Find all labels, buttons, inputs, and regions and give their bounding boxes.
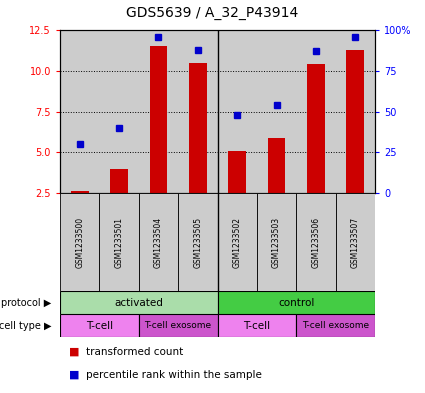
Text: cell type ▶: cell type ▶ — [0, 321, 51, 331]
Bar — [346, 50, 364, 193]
Bar — [99, 193, 139, 291]
Bar — [60, 291, 218, 314]
Text: control: control — [278, 298, 314, 308]
Bar — [71, 191, 88, 193]
Text: transformed count: transformed count — [85, 347, 183, 356]
Text: T-cell exosome: T-cell exosome — [302, 321, 369, 330]
Text: GSM1233505: GSM1233505 — [193, 217, 202, 268]
Text: T-cell exosome: T-cell exosome — [144, 321, 212, 330]
Text: GDS5639 / A_32_P43914: GDS5639 / A_32_P43914 — [126, 6, 299, 20]
Bar — [139, 193, 178, 291]
Text: GSM1233506: GSM1233506 — [312, 217, 320, 268]
Text: percentile rank within the sample: percentile rank within the sample — [85, 369, 261, 380]
Bar — [296, 193, 336, 291]
Text: T-cell: T-cell — [243, 321, 270, 331]
Bar — [139, 314, 218, 337]
Text: ■: ■ — [68, 347, 79, 356]
Text: GSM1233504: GSM1233504 — [154, 217, 163, 268]
Text: GSM1233501: GSM1233501 — [115, 217, 124, 268]
Bar — [228, 151, 246, 193]
Bar — [218, 314, 296, 337]
Bar — [60, 193, 99, 291]
Bar — [307, 64, 325, 193]
Bar — [178, 193, 218, 291]
Bar — [60, 314, 139, 337]
Bar — [189, 62, 207, 193]
Bar — [218, 193, 257, 291]
Bar — [336, 193, 375, 291]
Bar — [296, 314, 375, 337]
Text: protocol ▶: protocol ▶ — [1, 298, 51, 308]
Text: T-cell: T-cell — [86, 321, 113, 331]
Text: GSM1233500: GSM1233500 — [75, 217, 84, 268]
Bar — [110, 169, 128, 193]
Bar — [218, 291, 375, 314]
Text: ■: ■ — [68, 369, 79, 380]
Bar — [150, 46, 167, 193]
Text: GSM1233502: GSM1233502 — [233, 217, 242, 268]
Text: GSM1233507: GSM1233507 — [351, 217, 360, 268]
Bar — [257, 193, 296, 291]
Text: GSM1233503: GSM1233503 — [272, 217, 281, 268]
Text: activated: activated — [114, 298, 163, 308]
Bar — [268, 138, 286, 193]
